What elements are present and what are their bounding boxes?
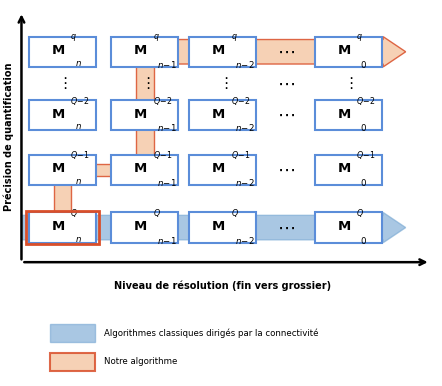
Text: $0$: $0$	[360, 59, 367, 70]
Text: Algorithmes classiques dirigés par la connectivité: Algorithmes classiques dirigés par la co…	[104, 328, 318, 337]
Text: $\cdots$: $\cdots$	[277, 106, 294, 124]
Text: $\mathbf{M}$: $\mathbf{M}$	[133, 162, 148, 175]
Text: $n\!-\!2$: $n\!-\!2$	[235, 177, 255, 188]
Text: $\mathbf{M}$: $\mathbf{M}$	[337, 108, 351, 120]
Text: $\mathbf{M}$: $\mathbf{M}$	[51, 44, 65, 57]
Text: $\vdots$: $\vdots$	[57, 76, 68, 91]
Text: $\vdots$: $\vdots$	[140, 76, 150, 91]
Text: $\cdots$: $\cdots$	[277, 43, 294, 61]
Text: $\mathbf{M}$: $\mathbf{M}$	[133, 220, 148, 233]
Text: $Q$: $Q$	[70, 207, 78, 219]
Text: $\mathbf{M}$: $\mathbf{M}$	[211, 44, 225, 57]
Text: $0$: $0$	[360, 235, 367, 245]
Text: $\mathbf{M}$: $\mathbf{M}$	[51, 108, 65, 120]
Text: $n$: $n$	[75, 122, 82, 131]
Text: $Q$: $Q$	[152, 207, 160, 219]
Text: $q$: $q$	[70, 32, 77, 43]
Text: $n\!-\!1$: $n\!-\!1$	[157, 122, 177, 133]
Text: $\mathbf{M}$: $\mathbf{M}$	[211, 162, 225, 175]
FancyBboxPatch shape	[29, 212, 96, 243]
Text: $\vdots$: $\vdots$	[343, 76, 354, 91]
FancyBboxPatch shape	[111, 212, 179, 243]
Text: $\mathbf{M}$: $\mathbf{M}$	[211, 220, 225, 233]
Text: $n\!-\!1$: $n\!-\!1$	[157, 235, 177, 245]
Text: $\cdots$: $\cdots$	[277, 74, 294, 93]
Text: $Q\!-\!1$: $Q\!-\!1$	[70, 149, 90, 161]
FancyBboxPatch shape	[94, 164, 114, 176]
Text: $n\!-\!2$: $n\!-\!2$	[235, 235, 255, 245]
Text: $n$: $n$	[75, 59, 82, 68]
FancyArrow shape	[176, 37, 406, 67]
Text: $\mathbf{M}$: $\mathbf{M}$	[51, 162, 65, 175]
FancyBboxPatch shape	[54, 184, 71, 214]
FancyBboxPatch shape	[315, 37, 382, 67]
FancyBboxPatch shape	[111, 100, 179, 130]
FancyBboxPatch shape	[315, 100, 382, 130]
Text: $Q\!-\!1$: $Q\!-\!1$	[356, 149, 376, 161]
FancyBboxPatch shape	[111, 37, 179, 67]
FancyArrow shape	[23, 212, 406, 243]
FancyBboxPatch shape	[189, 100, 256, 130]
Text: $\mathbf{M}$: $\mathbf{M}$	[51, 220, 65, 233]
FancyBboxPatch shape	[189, 155, 256, 185]
FancyBboxPatch shape	[136, 66, 153, 156]
Text: $\mathbf{M}$: $\mathbf{M}$	[211, 108, 225, 120]
Text: $q$: $q$	[356, 32, 363, 43]
Text: $\mathbf{M}$: $\mathbf{M}$	[133, 44, 148, 57]
Text: $Q$: $Q$	[356, 207, 364, 219]
Text: $n$: $n$	[75, 177, 82, 186]
FancyBboxPatch shape	[315, 212, 382, 243]
FancyBboxPatch shape	[111, 155, 179, 185]
FancyBboxPatch shape	[29, 37, 96, 67]
Text: $\mathbf{M}$: $\mathbf{M}$	[337, 44, 351, 57]
FancyBboxPatch shape	[29, 155, 96, 185]
Text: $n\!-\!2$: $n\!-\!2$	[235, 59, 255, 70]
Text: $q$: $q$	[152, 32, 159, 43]
Text: $0$: $0$	[360, 122, 367, 133]
Text: $q$: $q$	[231, 32, 237, 43]
FancyBboxPatch shape	[29, 100, 96, 130]
Text: $\vdots$: $\vdots$	[217, 76, 228, 91]
Text: $Q\!-\!2$: $Q\!-\!2$	[70, 95, 90, 107]
Text: $Q\!-\!1$: $Q\!-\!1$	[152, 149, 172, 161]
Text: $n$: $n$	[75, 235, 82, 244]
FancyBboxPatch shape	[315, 155, 382, 185]
FancyBboxPatch shape	[189, 37, 256, 67]
Text: $Q\!-\!2$: $Q\!-\!2$	[356, 95, 376, 107]
Text: $\mathbf{M}$: $\mathbf{M}$	[133, 108, 148, 120]
Text: $0$: $0$	[360, 177, 367, 188]
Text: Précision de quantification: Précision de quantification	[3, 63, 14, 211]
Text: $Q\!-\!1$: $Q\!-\!1$	[231, 149, 250, 161]
Text: $Q$: $Q$	[231, 207, 238, 219]
FancyBboxPatch shape	[50, 353, 95, 371]
FancyBboxPatch shape	[50, 324, 95, 342]
FancyBboxPatch shape	[189, 212, 256, 243]
Text: $n\!-\!2$: $n\!-\!2$	[235, 122, 255, 133]
Text: $n\!-\!1$: $n\!-\!1$	[157, 59, 177, 70]
Text: $\mathbf{M}$: $\mathbf{M}$	[337, 162, 351, 175]
Text: $n\!-\!1$: $n\!-\!1$	[157, 177, 177, 188]
Text: $\mathbf{M}$: $\mathbf{M}$	[337, 220, 351, 233]
Text: $\cdots$: $\cdots$	[277, 161, 294, 179]
Text: Niveau de résolution (fin vers grossier): Niveau de résolution (fin vers grossier)	[114, 281, 332, 291]
Text: $Q\!-\!2$: $Q\!-\!2$	[231, 95, 250, 107]
Text: Notre algorithme: Notre algorithme	[104, 357, 177, 366]
Text: $Q\!-\!2$: $Q\!-\!2$	[152, 95, 172, 107]
Text: $\cdots$: $\cdots$	[277, 218, 294, 237]
